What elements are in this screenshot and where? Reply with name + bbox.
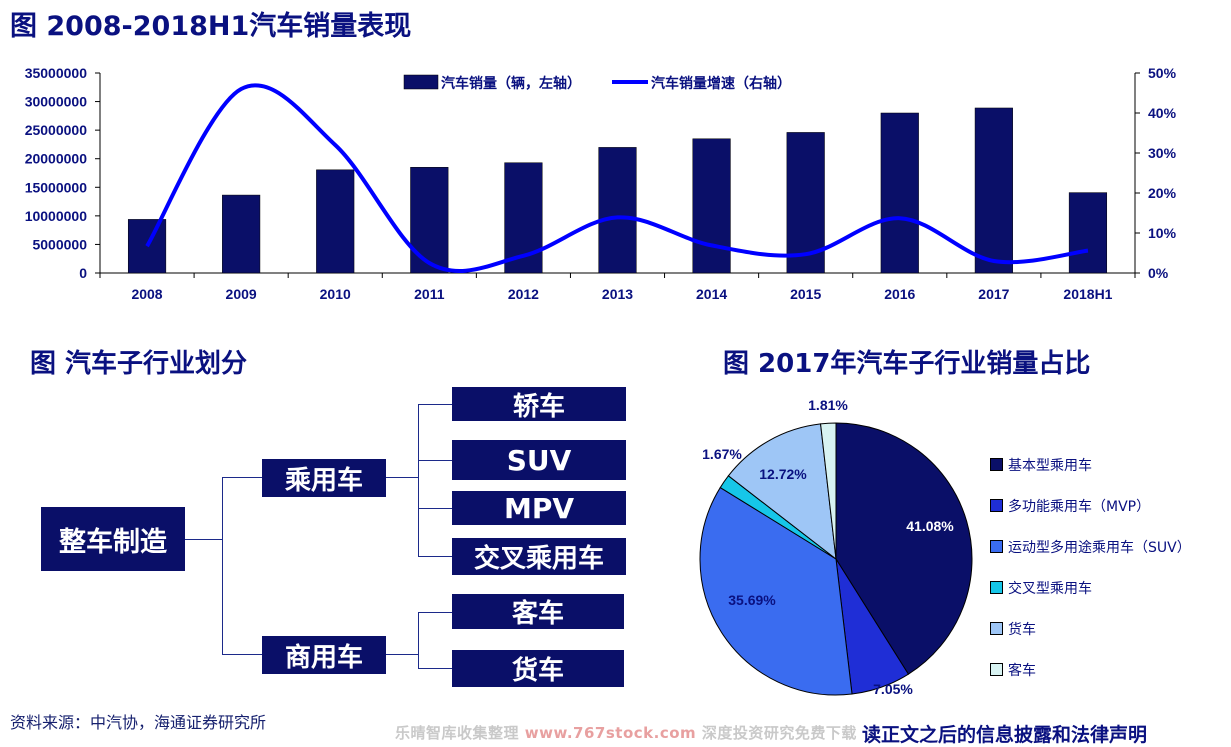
y-left-tick-label: 30000000 (25, 94, 88, 110)
y-right-tick-label: 0% (1148, 265, 1169, 281)
disclaimer-note: 读正文之后的信息披露和法律声明 (862, 720, 1147, 747)
tree-leaf-sedan: 轿车 (452, 387, 626, 421)
pie-label-1: 7.05% (873, 681, 913, 697)
pie-slice-4 (728, 424, 836, 559)
sales-combo-chart: 0 5000000 10000000 15000000 20000000 25000000… (0, 0, 1231, 320)
pie-legend-swatch (990, 663, 1003, 676)
tree-node-commercial: 商用车 (262, 636, 386, 674)
pie-label-0: 41.08% (906, 518, 954, 534)
bar-2014 (693, 139, 731, 273)
pie-slice-3 (720, 476, 836, 559)
x-tick-label: 2018H1 (1063, 286, 1112, 302)
pie-legend-swatch (990, 458, 1003, 471)
pie-legend-item: 多功能乘用车（MVP） (990, 485, 1191, 526)
pie-legend-label: 客车 (1008, 660, 1036, 680)
bar-2010 (316, 170, 354, 273)
y-left-tick-label: 0 (79, 265, 87, 281)
tree-root-vehicle-manufacturing: 整车制造 (41, 507, 185, 571)
x-tick-label: 2014 (696, 286, 727, 302)
segmentation-title: 图 汽车子行业划分 (30, 343, 247, 380)
pie-slice-0 (836, 423, 972, 674)
bar-2011 (411, 167, 449, 273)
pie-legend: 基本型乘用车多功能乘用车（MVP） 运动型多用途乘用车（SUV） 交叉型乘用车货车客… (990, 444, 1191, 690)
pie-legend-swatch (990, 581, 1003, 594)
x-tick-label: 2013 (602, 286, 633, 302)
x-tick-label: 2009 (226, 286, 257, 302)
pie-legend-label: 基本型乘用车 (1008, 455, 1092, 475)
x-tick-label: 2010 (320, 286, 351, 302)
legend-bar-label: 汽车销量（辆，左轴） (441, 75, 581, 92)
tree-node-passenger: 乘用车 (262, 459, 386, 497)
y-right-tick-label: 20% (1148, 185, 1177, 201)
pie-legend-item: 客车 (990, 649, 1191, 690)
bar-2016 (881, 113, 919, 273)
pie-legend-label: 多功能乘用车（MVP） (1008, 496, 1150, 516)
y-left-tick-label: 15000000 (25, 179, 88, 195)
pie-slice-5 (821, 423, 836, 559)
pie-legend-label: 货车 (1008, 619, 1036, 639)
pie-legend-item: 运动型多用途乘用车（SUV） (990, 526, 1191, 567)
x-tick-label: 2015 (790, 286, 821, 302)
pie-chart-title: 图 2017年汽车子行业销量占比 (723, 343, 1090, 380)
pie-slice-1 (836, 559, 908, 694)
bar-2018H1 (1069, 193, 1107, 273)
bar-2009 (222, 195, 260, 273)
pie-legend-item: 交叉型乘用车 (990, 567, 1191, 608)
pie-label-5: 1.81% (808, 397, 848, 413)
y-right-tick-label: 10% (1148, 225, 1177, 241)
x-tick-label: 2012 (508, 286, 539, 302)
pie-label-2: 35.69% (728, 592, 776, 608)
tree-leaf-suv: SUV (452, 440, 626, 480)
tree-leaf-crossover: 交叉乘用车 (452, 538, 626, 575)
pie-legend-label: 交叉型乘用车 (1008, 578, 1092, 598)
y-left-tick-label: 10000000 (25, 208, 88, 224)
y-right-tick-label: 40% (1148, 105, 1177, 121)
y-left-tick-label: 25000000 (25, 122, 88, 138)
pie-label-4: 12.72% (759, 466, 807, 482)
legend-bar-swatch (404, 75, 438, 89)
x-tick-label: 2008 (131, 286, 162, 302)
y-right-tick-label: 50% (1148, 65, 1177, 81)
pie-legend-swatch (990, 540, 1003, 553)
x-tick-label: 2017 (978, 286, 1009, 302)
y-left-tick-label: 5000000 (32, 236, 87, 252)
y-right-tick-label: 30% (1148, 145, 1177, 161)
pie-legend-item: 基本型乘用车 (990, 444, 1191, 485)
bar-2017 (975, 108, 1013, 273)
tree-leaf-mpv: MPV (452, 491, 626, 525)
x-tick-label: 2016 (884, 286, 915, 302)
legend-line-label: 汽车销量增速（右轴） (651, 75, 791, 92)
pie-slice-2 (700, 488, 852, 695)
pie-legend-label: 运动型多用途乘用车（SUV） (1008, 537, 1191, 557)
y-left-tick-label: 20000000 (25, 151, 88, 167)
x-tick-label: 2011 (414, 286, 445, 302)
pie-legend-swatch (990, 622, 1003, 635)
source-note: 资料来源：中汽协，海通证券研究所 (10, 709, 266, 733)
y-left-tick-label: 35000000 (25, 65, 88, 81)
pie-legend-swatch (990, 499, 1003, 512)
tree-leaf-truck: 货车 (452, 650, 624, 687)
pie-label-3: 1.67% (702, 446, 742, 462)
pie-legend-item: 货车 (990, 608, 1191, 649)
bar-2013 (599, 147, 637, 273)
tree-leaf-bus: 客车 (452, 594, 624, 629)
